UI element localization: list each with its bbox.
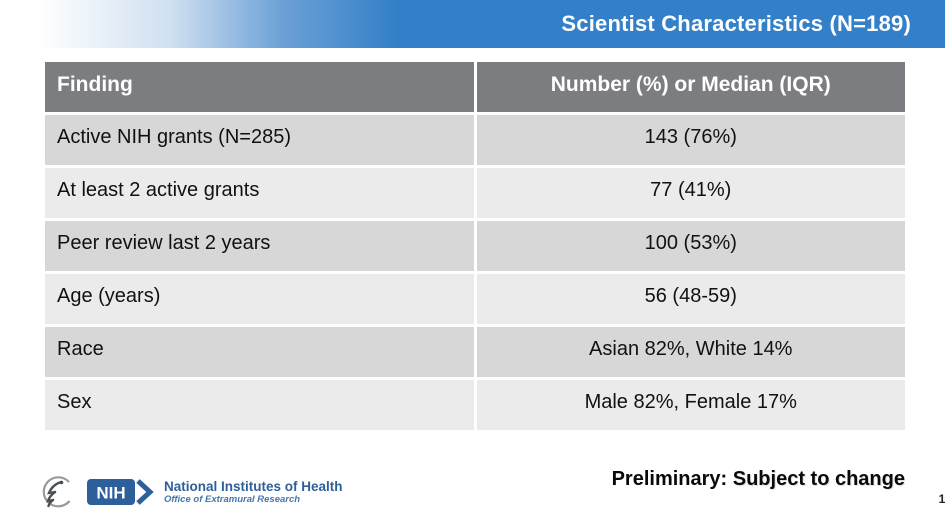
finding-cell: Sex <box>45 380 474 430</box>
preliminary-note-prefix: Preliminary: <box>611 468 728 490</box>
value-cell: Asian 82%, White 14% <box>476 327 905 377</box>
nih-org-text: National Institutes of Health Office of … <box>164 479 343 505</box>
slide-title-bar: Scientist Characteristics (N=189) <box>0 0 945 48</box>
column-header-finding: Finding <box>45 62 474 112</box>
nih-footer-logo: NIH National Institutes of Health Office… <box>36 474 343 510</box>
preliminary-note-suffix: Subject to change <box>727 468 905 490</box>
page-number: 13 <box>938 492 945 506</box>
column-header-value: Number (%) or Median (IQR) <box>476 62 905 112</box>
value-cell: Male 82%, Female 17% <box>476 380 905 430</box>
table-header-row: Finding Number (%) or Median (IQR) <box>45 62 905 112</box>
org-name: National Institutes of Health <box>164 479 343 494</box>
value-cell: 56 (48-59) <box>476 274 905 324</box>
value-cell: 100 (53%) <box>476 221 905 271</box>
finding-cell: At least 2 active grants <box>45 168 474 218</box>
nih-logo: NIH <box>87 479 154 505</box>
org-office: Office of Extramural Research <box>164 494 301 505</box>
finding-cell: Age (years) <box>45 274 474 324</box>
nih-chevron-icon <box>136 479 154 505</box>
table-row: Active NIH grants (N=285) 143 (76%) <box>45 115 905 165</box>
value-cell: 77 (41%) <box>476 168 905 218</box>
table-row: Sex Male 82%, Female 17% <box>45 380 905 430</box>
scientist-characteristics-table: Finding Number (%) or Median (IQR) Activ… <box>42 59 908 433</box>
page-title: Scientist Characteristics (N=189) <box>561 11 911 36</box>
hhs-eagle-icon <box>42 476 71 508</box>
finding-cell: Race <box>45 327 474 377</box>
table-row: Age (years) 56 (48-59) <box>45 274 905 324</box>
value-cell: 143 (76%) <box>476 115 905 165</box>
finding-cell: Peer review last 2 years <box>45 221 474 271</box>
table-row: At least 2 active grants 77 (41%) <box>45 168 905 218</box>
table-row: Race Asian 82%, White 14% <box>45 327 905 377</box>
table-row: Peer review last 2 years 100 (53%) <box>45 221 905 271</box>
finding-cell: Active NIH grants (N=285) <box>45 115 474 165</box>
svg-text:NIH: NIH <box>96 484 125 503</box>
preliminary-note: Preliminary: Subject to change <box>612 468 905 491</box>
